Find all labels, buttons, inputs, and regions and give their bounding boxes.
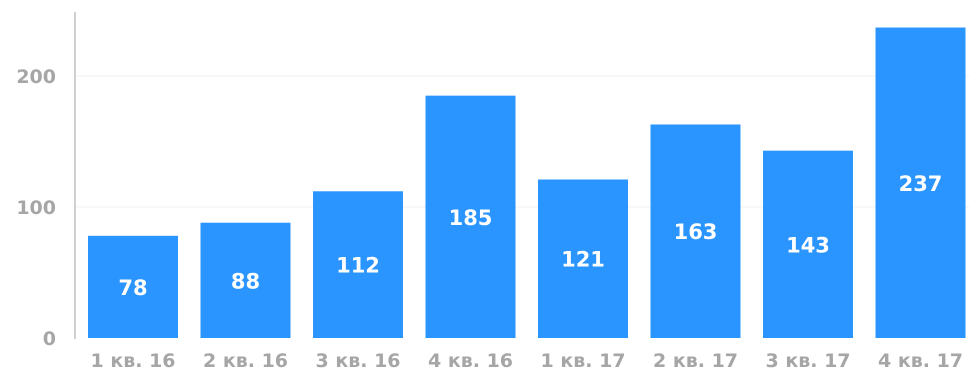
bar: [538, 179, 628, 338]
x-tick-label: 2 кв. 16: [203, 350, 288, 372]
data-label: 78: [118, 276, 147, 300]
data-labels: 78 88 112 185 121 163 143 237: [118, 172, 942, 300]
x-tick-label: 2 кв. 17: [653, 350, 738, 372]
data-label: 112: [336, 254, 380, 278]
y-tick-label: 100: [16, 197, 56, 219]
x-tick-label: 3 кв. 17: [765, 350, 850, 372]
bar: [313, 191, 403, 338]
y-tick-label: 200: [16, 66, 56, 88]
x-tick-label: 1 кв. 17: [540, 350, 625, 372]
x-tick-label: 4 кв. 16: [428, 350, 513, 372]
bars: [88, 27, 966, 339]
bar: [88, 235, 178, 338]
bar: [650, 124, 741, 338]
bar: [200, 222, 291, 338]
data-label: 185: [449, 206, 493, 230]
data-label: 88: [231, 269, 260, 293]
x-tick-label: 1 кв. 16: [90, 350, 175, 372]
data-label: 143: [786, 233, 830, 257]
x-tick-labels: 1 кв. 16 2 кв. 16 3 кв. 16 4 кв. 16 1 кв. 17…: [90, 350, 963, 372]
bar: [875, 27, 966, 339]
bar: [425, 95, 516, 339]
y-tick-labels: 0 100 200: [16, 66, 56, 350]
data-label: 237: [899, 172, 943, 196]
bar: [763, 150, 853, 338]
x-tick-label: 4 кв. 17: [878, 350, 963, 372]
y-tick-label: 0: [43, 328, 56, 350]
data-label: 121: [561, 248, 605, 272]
data-label: 163: [674, 220, 718, 244]
x-tick-label: 3 кв. 16: [315, 350, 400, 372]
